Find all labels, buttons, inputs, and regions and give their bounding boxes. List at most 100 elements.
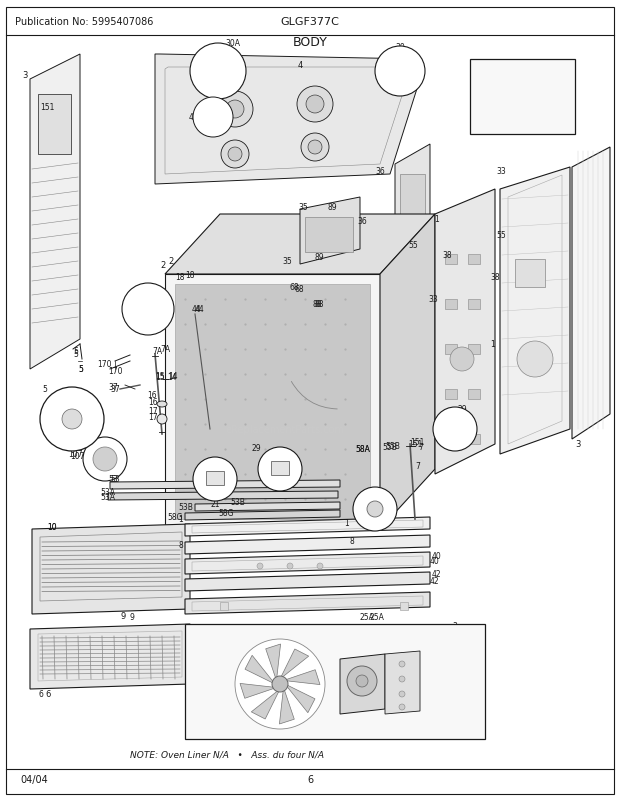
Bar	[400, 602, 408, 610]
Polygon shape	[300, 198, 360, 265]
Circle shape	[157, 415, 167, 424]
Text: Publication No: 5995407086: Publication No: 5995407086	[15, 17, 153, 27]
Text: 88: 88	[315, 300, 324, 309]
Text: 7A: 7A	[152, 347, 162, 356]
Text: 107: 107	[70, 452, 84, 461]
Text: 7A: 7A	[160, 345, 170, 354]
Bar	[38, 95, 71, 155]
Text: 44: 44	[195, 305, 205, 314]
Polygon shape	[165, 215, 435, 274]
Text: 1: 1	[344, 518, 348, 527]
Bar	[445, 345, 457, 354]
Circle shape	[272, 676, 288, 692]
Text: 29: 29	[458, 405, 467, 414]
Bar	[468, 345, 480, 354]
Polygon shape	[280, 649, 309, 679]
Text: 2: 2	[160, 260, 166, 269]
Polygon shape	[185, 517, 430, 537]
Text: 30: 30	[396, 69, 404, 75]
Polygon shape	[385, 651, 420, 714]
Text: 33: 33	[428, 295, 438, 304]
Text: 30: 30	[395, 43, 405, 52]
Circle shape	[193, 98, 233, 138]
Polygon shape	[395, 145, 430, 290]
Bar	[185, 624, 485, 739]
Polygon shape	[435, 190, 495, 475]
Text: 3: 3	[452, 622, 457, 630]
Bar	[445, 300, 457, 310]
Polygon shape	[572, 148, 610, 439]
Text: 14: 14	[167, 373, 177, 382]
Bar	[468, 255, 480, 265]
Text: 107: 107	[68, 450, 82, 459]
Polygon shape	[380, 215, 435, 529]
Text: eReplacementParts.com: eReplacementParts.com	[226, 424, 345, 435]
Circle shape	[193, 457, 237, 501]
Text: 10: 10	[47, 522, 56, 531]
Text: 42: 42	[432, 569, 441, 579]
Circle shape	[287, 563, 293, 569]
Polygon shape	[240, 683, 277, 699]
Text: 9: 9	[120, 612, 125, 621]
Text: 6: 6	[307, 774, 313, 784]
Circle shape	[356, 675, 368, 687]
Text: 68: 68	[290, 283, 299, 292]
Circle shape	[228, 148, 242, 162]
Text: 58A: 58A	[355, 445, 370, 454]
Circle shape	[258, 448, 302, 492]
Text: 16: 16	[148, 398, 157, 407]
Text: 151: 151	[410, 438, 424, 447]
Text: 89: 89	[328, 203, 338, 213]
Bar	[468, 300, 480, 310]
Text: 5: 5	[42, 385, 47, 394]
Text: NOTE: Oven Liner N/A   •   Ass. du four N/A: NOTE: Oven Liner N/A • Ass. du four N/A	[130, 750, 324, 759]
Text: 55B: 55B	[382, 443, 397, 452]
Text: 1: 1	[490, 340, 495, 349]
Polygon shape	[32, 525, 190, 614]
Polygon shape	[245, 655, 275, 684]
Text: 37: 37	[108, 383, 118, 392]
Text: 44: 44	[192, 305, 202, 314]
Bar	[445, 255, 457, 265]
Text: 5: 5	[69, 415, 74, 424]
Text: 17: 17	[148, 407, 157, 416]
Text: 151: 151	[408, 440, 422, 449]
Bar	[445, 390, 457, 399]
Text: 58G: 58G	[218, 508, 234, 518]
Text: 9: 9	[130, 613, 135, 622]
Circle shape	[367, 501, 383, 517]
Polygon shape	[185, 553, 430, 574]
Bar	[468, 435, 480, 444]
Circle shape	[297, 87, 333, 123]
Text: 30A: 30A	[211, 65, 225, 71]
Text: 40: 40	[432, 552, 441, 561]
Text: GLGF377C: GLGF377C	[281, 17, 339, 27]
Text: 7: 7	[418, 443, 423, 452]
Text: 7: 7	[415, 462, 420, 471]
Text: 38: 38	[490, 273, 500, 282]
Bar	[400, 175, 425, 215]
Circle shape	[399, 704, 405, 710]
Text: 53: 53	[108, 475, 118, 484]
Bar	[271, 461, 289, 476]
Bar	[206, 472, 224, 485]
Circle shape	[347, 666, 377, 696]
Text: 53B: 53B	[178, 503, 193, 512]
Circle shape	[83, 437, 127, 481]
Text: 14: 14	[168, 372, 177, 381]
Circle shape	[235, 639, 325, 729]
Circle shape	[308, 141, 322, 155]
Circle shape	[399, 661, 405, 667]
Polygon shape	[283, 670, 320, 685]
Text: 21: 21	[210, 500, 219, 508]
Text: 109: 109	[225, 695, 239, 703]
Text: 53B: 53B	[230, 498, 245, 507]
Circle shape	[301, 134, 329, 162]
Text: L24V0042: L24V0042	[413, 727, 455, 735]
Circle shape	[122, 284, 174, 335]
Polygon shape	[175, 285, 370, 520]
Text: 10S: 10S	[383, 654, 397, 664]
Bar	[445, 435, 457, 444]
Text: 1: 1	[179, 515, 183, 524]
Text: 5: 5	[73, 347, 78, 356]
